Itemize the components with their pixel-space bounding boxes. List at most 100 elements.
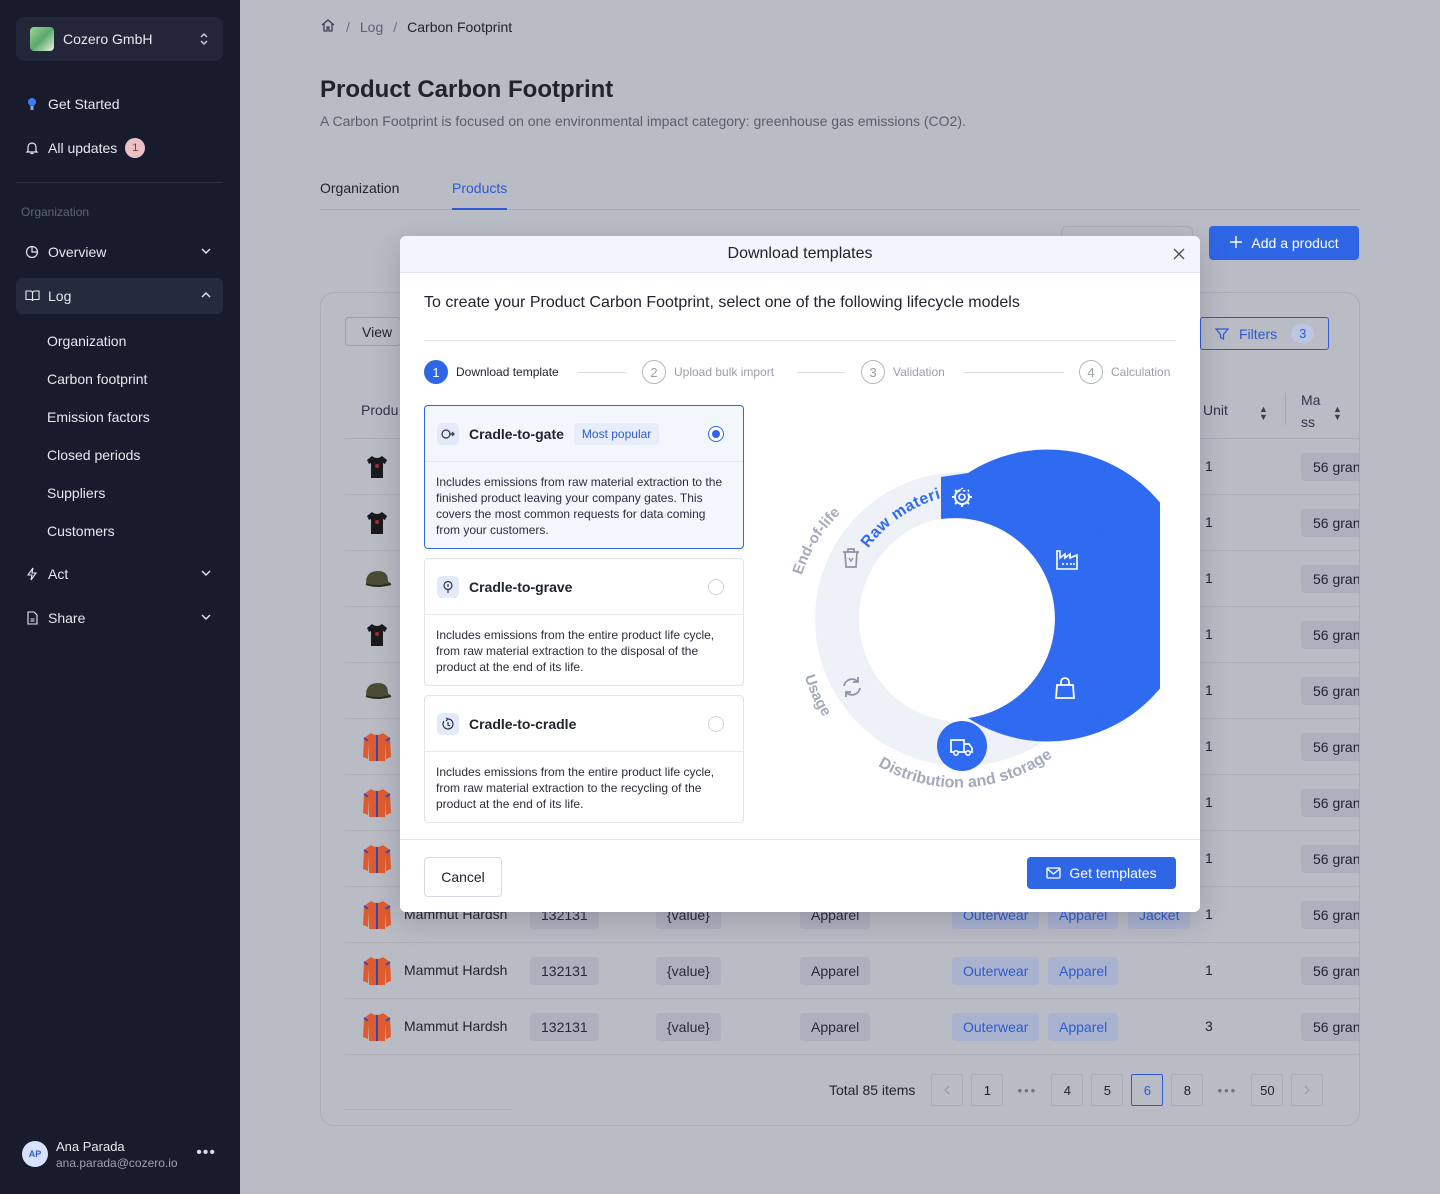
- cradle-icon: [437, 712, 459, 735]
- chevron-up-icon: [199, 288, 213, 305]
- breadcrumb-log[interactable]: Log: [359, 19, 384, 35]
- filter-icon: [1215, 327, 1229, 341]
- download-templates-modal: Download templates To create your Produc…: [400, 236, 1200, 912]
- modal-footer-divider: [400, 839, 1200, 840]
- tab-products[interactable]: Products: [452, 180, 508, 210]
- next-page-button[interactable]: [1291, 1074, 1324, 1106]
- mass-chip: 56 gran: [1301, 1013, 1359, 1041]
- step-connector: [578, 372, 626, 373]
- nav-log-customers[interactable]: Customers: [47, 523, 115, 539]
- option-cradle-to-grave[interactable]: Cradle-to-grave Includes emissions from …: [424, 558, 744, 686]
- organization-name: Cozero GmbH: [63, 31, 153, 47]
- more-icon[interactable]: •••: [196, 1144, 216, 1161]
- nav-log-suppliers[interactable]: Suppliers: [47, 485, 106, 501]
- category-chip: Apparel: [800, 1013, 871, 1041]
- nav-log[interactable]: Log: [16, 278, 223, 314]
- most-popular-badge: Most popular: [573, 422, 660, 445]
- step-connector: [964, 372, 1064, 373]
- step-download-template: 1 Download template: [424, 360, 559, 384]
- refresh-icon: [843, 677, 861, 697]
- organization-logo: [30, 27, 54, 51]
- tag-chip[interactable]: Outerwear: [952, 1013, 1040, 1041]
- nav-log-closed-periods[interactable]: Closed periods: [47, 447, 141, 463]
- option-cradle-to-cradle[interactable]: Cradle-to-cradle Includes emissions from…: [424, 695, 744, 823]
- avatar: AP: [22, 1141, 48, 1167]
- nav-share[interactable]: Share: [16, 600, 223, 636]
- page-button[interactable]: 50: [1251, 1074, 1284, 1106]
- pie-chart-icon: [24, 244, 40, 260]
- nav-all-updates[interactable]: All updates 1: [16, 130, 223, 166]
- pagination-ellipsis[interactable]: •••: [1217, 1082, 1238, 1098]
- column-header-unit[interactable]: Unit: [1203, 402, 1228, 418]
- chevron-down-icon: [199, 610, 213, 627]
- home-icon[interactable]: [320, 18, 336, 36]
- bell-icon: [24, 140, 40, 156]
- column-header-mass[interactable]: Ma ss: [1301, 392, 1321, 430]
- product-thumbnail: [361, 451, 393, 483]
- modal-intro: To create your Product Carbon Footprint,…: [424, 294, 1020, 311]
- trash-icon: [843, 548, 859, 568]
- sort-icon[interactable]: ▲ ▼: [1259, 404, 1268, 422]
- page-tabs: Organization Products: [320, 172, 1360, 210]
- tag-chip[interactable]: Outerwear: [952, 957, 1040, 985]
- nav-get-started[interactable]: Get Started: [16, 86, 223, 122]
- nav-log-organization[interactable]: Organization: [47, 333, 127, 349]
- tab-organization[interactable]: Organization: [320, 180, 400, 196]
- page-button[interactable]: 5: [1091, 1074, 1124, 1106]
- product-thumbnail: [361, 899, 393, 931]
- nav-log-carbon-footprint[interactable]: Carbon footprint: [47, 371, 148, 387]
- nav-log-emission-factors[interactable]: Emission factors: [47, 409, 150, 425]
- page-button[interactable]: 1: [971, 1074, 1004, 1106]
- step-number: 4: [1079, 360, 1103, 384]
- value-chip: {value}: [656, 1013, 721, 1041]
- pagination-ellipsis[interactable]: •••: [1017, 1082, 1038, 1098]
- breadcrumb-separator: /: [393, 19, 398, 35]
- nav-overview[interactable]: Overview: [16, 234, 223, 270]
- add-product-button[interactable]: Add a product: [1209, 226, 1359, 260]
- mass-chip: 56 gran: [1301, 901, 1359, 929]
- lightning-icon: [24, 566, 40, 582]
- option-radio[interactable]: [708, 579, 724, 595]
- organization-switcher[interactable]: Cozero GmbH: [16, 17, 223, 61]
- option-description: Includes emissions from raw material ext…: [436, 475, 723, 537]
- page-button[interactable]: 8: [1171, 1074, 1204, 1106]
- step-number: 1: [424, 360, 448, 384]
- nav-section-label: Organization: [21, 205, 90, 219]
- product-name: Mammut Hardsh: [404, 1018, 508, 1034]
- product-thumbnail: [361, 675, 393, 707]
- cancel-button[interactable]: Cancel: [424, 857, 502, 897]
- document-icon: [24, 610, 40, 626]
- get-templates-button[interactable]: Get templates: [1027, 857, 1176, 889]
- option-title: Cradle-to-gate: [469, 425, 564, 442]
- table-row[interactable]: Mammut Hardsh 132131 {value} Apparel Outerwe…: [345, 999, 1359, 1055]
- nav-share-label: Share: [48, 610, 86, 626]
- filters-button[interactable]: Filters 3: [1200, 317, 1329, 350]
- page-button[interactable]: 4: [1051, 1074, 1084, 1106]
- lifecycle-active-arc: [941, 449, 1160, 742]
- option-description: Includes emissions from the entire produ…: [436, 628, 715, 674]
- option-radio[interactable]: [708, 716, 724, 732]
- user-profile[interactable]: AP Ana Parada ana.parada@cozero.io •••: [22, 1136, 222, 1172]
- close-icon[interactable]: [1170, 245, 1188, 263]
- breadcrumb: / Log / Carbon Footprint: [320, 18, 512, 36]
- lifecycle-diagram: Raw material acquisition Production Pack…: [789, 449, 1160, 792]
- option-radio[interactable]: [708, 426, 724, 442]
- table-row[interactable]: Mammut Hardsh 132131 {value} Apparel Outerwe…: [345, 943, 1359, 999]
- tag-chip[interactable]: Apparel: [1048, 957, 1119, 985]
- prev-page-button[interactable]: [931, 1074, 964, 1106]
- page-button-current[interactable]: 6: [1131, 1074, 1164, 1106]
- product-thumbnail: [361, 787, 393, 819]
- category-chip: Apparel: [800, 957, 871, 985]
- column-header-product[interactable]: Produ: [361, 402, 399, 418]
- product-thumbnail: [361, 843, 393, 875]
- nav-act-label: Act: [48, 566, 69, 582]
- scrollbar-track[interactable]: [345, 1109, 513, 1110]
- view-button[interactable]: View: [345, 317, 401, 346]
- unit-cell: 1: [1205, 794, 1213, 810]
- user-email: ana.parada@cozero.io: [56, 1155, 178, 1170]
- nav-act[interactable]: Act: [16, 556, 223, 592]
- get-templates-label: Get templates: [1069, 865, 1157, 881]
- sort-icon[interactable]: ▲ ▼: [1333, 404, 1342, 422]
- option-cradle-to-gate[interactable]: Cradle-to-gate Most popular Includes emi…: [424, 405, 744, 549]
- tag-chip[interactable]: Apparel: [1048, 1013, 1119, 1041]
